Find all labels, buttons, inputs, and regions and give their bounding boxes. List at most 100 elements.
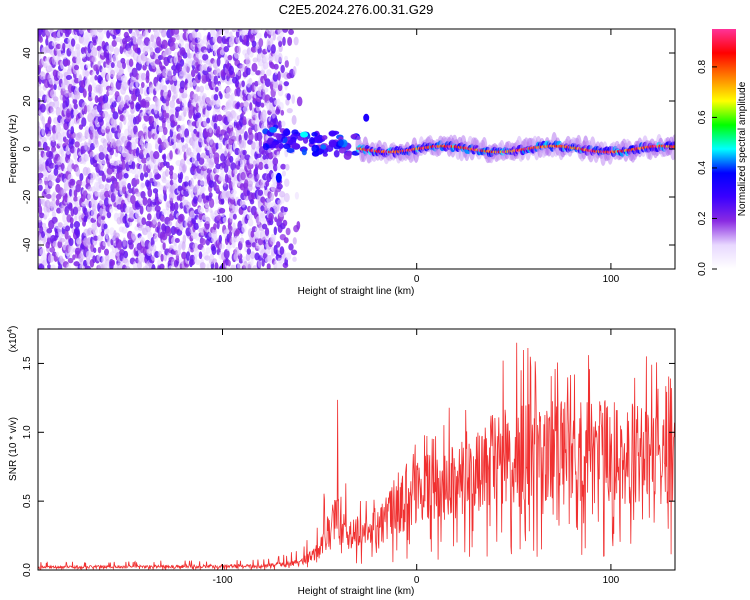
spectrogram-cell [159, 263, 165, 269]
spectrogram-cell [104, 248, 109, 256]
spectrogram-cell [204, 255, 211, 261]
spectrogram-cell [281, 253, 286, 260]
spectrogram-cell [266, 263, 271, 269]
spectrogram-cell [161, 208, 167, 216]
spectrogram-cell [92, 255, 97, 264]
spectrogram-cell [91, 222, 97, 232]
spectrogram-cell [110, 78, 115, 88]
spectrogram-cell [177, 149, 182, 156]
spectrogram-cell [72, 206, 79, 215]
spectrogram-cell [245, 57, 251, 67]
spectrogram-cell [242, 116, 247, 126]
spectrogram-cell [213, 93, 219, 101]
colorbar-tick-label: 0.4 [697, 161, 708, 175]
spectrogram-cell [268, 55, 274, 62]
spectrogram-cell [122, 237, 127, 247]
spectrogram-cell [250, 46, 257, 53]
spectrogram-cell [199, 238, 207, 246]
spectrogram-cell [242, 106, 249, 113]
spectrogram-cell [284, 178, 290, 187]
spectrogram-cell [96, 234, 104, 242]
spectrogram-cell [224, 54, 229, 65]
spectrogram-cell [149, 84, 154, 93]
spectrogram-cell [272, 72, 279, 82]
spectrogram-cell [234, 79, 240, 88]
spectrogram-cell [64, 229, 69, 240]
spectrogram-cell [248, 77, 253, 86]
spectrogram-cell [273, 163, 278, 172]
spectrogram-cell [201, 247, 205, 253]
spectrogram-cell [173, 29, 180, 35]
spectrogram-cell [101, 67, 107, 73]
spectrogram-cell [127, 182, 132, 190]
spectrogram-cell [42, 222, 47, 229]
spectrogram-cell [182, 234, 187, 244]
spectrogram-cell [110, 69, 115, 78]
spectrogram-cell [227, 54, 233, 61]
spectrogram-cell [217, 148, 225, 155]
spectrogram-cell [273, 117, 279, 126]
spectrogram-cell [134, 87, 140, 97]
spectrogram-cell [209, 170, 216, 181]
spectrogram-cell [213, 75, 218, 85]
spectrogram-cell [73, 196, 79, 202]
spectrogram-cell [259, 230, 266, 241]
spectrogram-cell [50, 264, 56, 269]
spectrogram-cell [87, 227, 93, 236]
spectrogram-cell [74, 227, 80, 236]
spectrogram-cell [112, 111, 119, 120]
spectrogram-cell [170, 202, 176, 212]
spectrogram-cell [277, 83, 283, 92]
spectrogram-cell [165, 168, 169, 177]
spectrogram-cell [279, 246, 285, 256]
spectrogram-cell [109, 206, 114, 214]
spectrogram-cell [121, 180, 127, 188]
spectrogram-cell [119, 121, 123, 131]
spectrogram-cell [106, 30, 111, 39]
spectrogram-cell [69, 222, 74, 229]
spectrogram-cell [174, 42, 179, 50]
spectrogram-cell [288, 243, 294, 251]
spectrogram-cell [64, 205, 69, 216]
spectrogram-cell [76, 179, 83, 187]
spectrogram-cell [276, 183, 283, 190]
spectrogram-cell [38, 205, 43, 215]
spectrogram-cell [206, 263, 210, 269]
spectrogram-cell [172, 75, 178, 82]
spectrogram-cell [57, 263, 63, 269]
spectrogram-cell [72, 98, 78, 105]
spectrogram-cell [111, 40, 117, 47]
spectrogram-cell [79, 172, 84, 182]
spectrogram-cell [166, 69, 173, 77]
spectrogram-cell [58, 166, 62, 175]
spectrogram-cell [145, 70, 150, 80]
spectrogram-cell [200, 186, 206, 193]
spectrogram-marks [38, 29, 675, 269]
spectrogram-cell [311, 131, 318, 137]
spectrogram-cell [196, 86, 201, 93]
spectrogram-cell [234, 235, 241, 242]
spectrogram-cell [74, 200, 79, 208]
spectrogram-cell [130, 100, 135, 110]
spectrogram-cell [225, 29, 230, 34]
spectrogram-cell [262, 111, 268, 120]
spectrogram-cell [114, 212, 119, 219]
spectrogram-cell [153, 235, 158, 243]
spectrogram-cell [189, 151, 194, 158]
spectrogram-cell [266, 69, 272, 77]
spectrogram-cell [123, 116, 127, 126]
spectrogram-cell [300, 131, 309, 138]
spectrogram-cell [45, 193, 52, 199]
spectrogram-cell [145, 179, 150, 188]
spectrogram-cell [38, 172, 44, 179]
spectrogram-cell [228, 31, 233, 37]
spectrogram-cell [70, 126, 75, 135]
spectrogram-cell [284, 59, 289, 68]
spectrogram-cell [261, 150, 267, 156]
spectrogram-cell [283, 206, 288, 213]
spectrogram-cell [247, 163, 254, 170]
spectrogram-cell [140, 72, 147, 81]
spectrogram-cell [168, 192, 175, 202]
spectrogram-cell [218, 234, 223, 243]
spectrogram-cell [311, 151, 320, 157]
